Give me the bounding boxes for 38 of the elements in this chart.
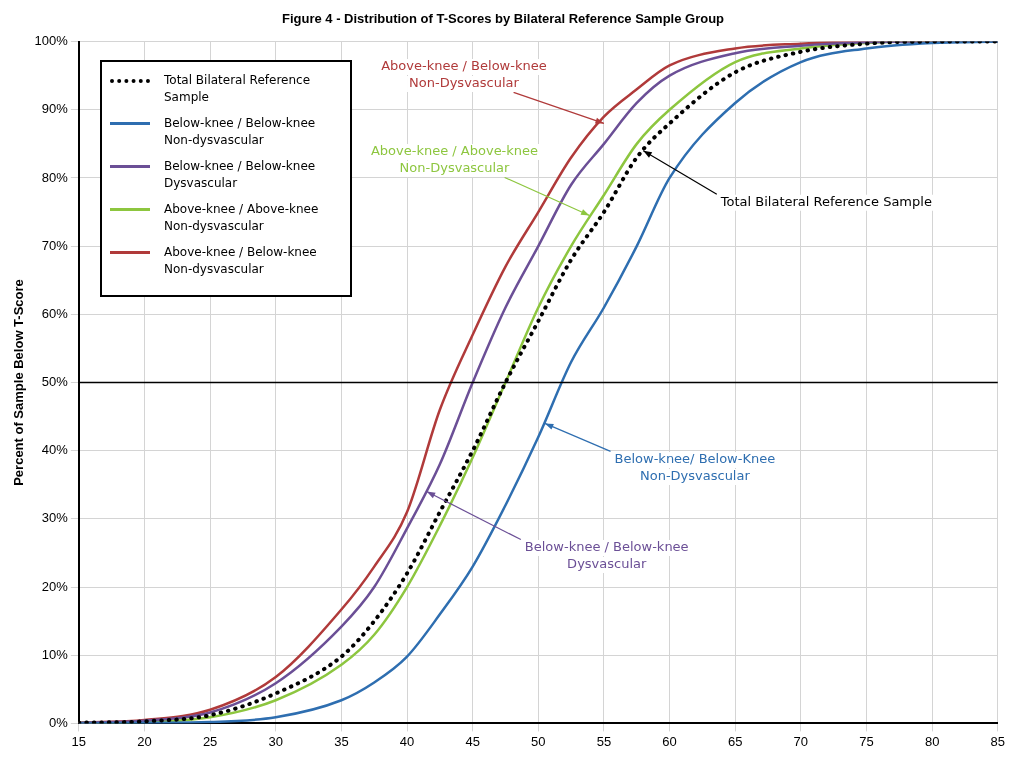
- y-tick-label: 50%: [41, 374, 69, 390]
- x-tick-label: 25: [202, 733, 218, 749]
- legend-label: Total Bilateral Reference Sample: [164, 72, 312, 106]
- y-tick-label: 80%: [41, 169, 69, 185]
- y-tick-label: 70%: [41, 237, 69, 253]
- x-tick-label: 40: [399, 733, 415, 749]
- x-tick-label: 70: [793, 733, 809, 749]
- annotation: Above-knee / Below-knee Non-Dysvascular: [381, 58, 547, 91]
- y-tick-label: 100%: [34, 33, 69, 49]
- annotation: Below-knee / Below-knee Dysvascular: [524, 539, 689, 572]
- x-tick-label: 35: [334, 733, 349, 749]
- y-tick-label: 30%: [41, 510, 69, 526]
- x-tick-label: 45: [465, 733, 480, 749]
- x-tick-label: 60: [662, 733, 677, 749]
- y-axis-title: Percent of Sample Below T-Score: [11, 279, 27, 486]
- x-tick-label: 75: [859, 733, 874, 749]
- y-tick-label: 0%: [49, 714, 69, 730]
- y-tick-label: 90%: [41, 101, 69, 117]
- x-tick-label: 85: [990, 733, 1005, 749]
- annotation: Below-knee/ Below-Knee Non-Dysvascular: [614, 451, 776, 484]
- legend-label: Above-knee / Below-knee Non-dysvascular: [164, 244, 318, 278]
- x-tick-label: 80: [924, 733, 940, 749]
- annotation: Total Bilateral Reference Sample: [719, 194, 932, 210]
- x-tick-label: 30: [268, 733, 283, 749]
- y-tick-label: 10%: [41, 646, 69, 662]
- x-tick-label: 55: [596, 733, 612, 749]
- x-tick-label: 65: [727, 733, 743, 749]
- legend-label: Below-knee / Below-knee Non-dysvascular: [164, 115, 317, 149]
- chart-title: Figure 4 - Distribution of T-Scores by Bilateral Reference Sample Group: [281, 11, 725, 27]
- y-tick-label: 40%: [41, 442, 69, 458]
- y-tick-label: 20%: [41, 578, 69, 594]
- y-tick-label: 60%: [41, 305, 69, 321]
- legend-label: Above-knee / Above-knee Non-dysvascular: [164, 201, 320, 235]
- x-tick-label: 20: [137, 733, 152, 749]
- x-tick-label: 50: [531, 733, 546, 749]
- legend-label: Below-knee / Below-knee Dysvascular: [164, 158, 317, 192]
- annotation: Above-knee / Above-knee Non-Dysvascular: [370, 143, 539, 176]
- x-tick-label: 15: [71, 733, 87, 749]
